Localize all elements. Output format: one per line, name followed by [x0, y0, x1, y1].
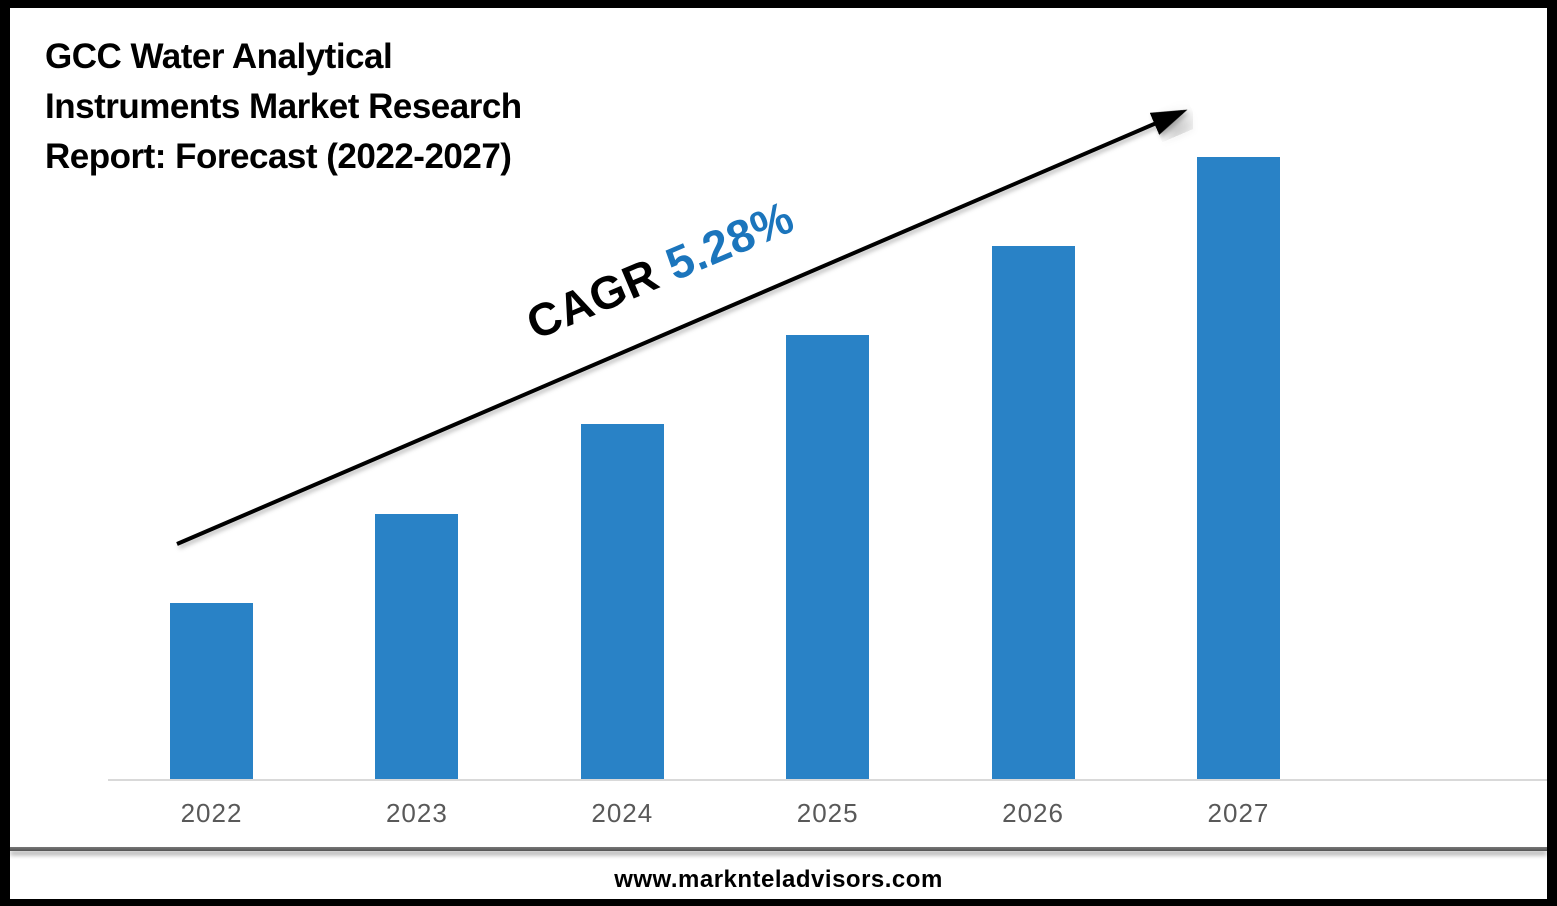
bar-2022: [170, 603, 253, 781]
bar-2023: [375, 514, 459, 781]
x-tick-2026: 2026: [1002, 798, 1064, 828]
cagr-trend-arrow: [176, 109, 1188, 546]
bar-2026: [991, 246, 1075, 781]
x-tick-2024: 2024: [591, 798, 654, 828]
bar-2027: [1196, 157, 1280, 781]
title-line-2: Instruments Market Research: [45, 87, 522, 126]
x-axis-line: [108, 779, 1547, 781]
x-axis-tick-labels: 2022 2023 2024 2025 2026 2027: [170, 798, 1280, 829]
footer-website-url: www.marknteladvisors.com: [614, 866, 943, 893]
page-title: GCC Water Analytical Instruments Market …: [45, 32, 522, 182]
footer-divider: [10, 847, 1547, 851]
x-tick-2023: 2023: [385, 798, 448, 828]
title-line-1: GCC Water Analytical: [45, 37, 393, 76]
bar-series: [170, 8, 1280, 781]
bar-2024: [580, 424, 664, 781]
x-tick-2027: 2027: [1207, 798, 1270, 828]
x-tick-2022: 2022: [180, 798, 243, 828]
x-tick-2025: 2025: [796, 798, 859, 828]
bar-2025: [786, 335, 870, 781]
title-line-3: Report: Forecast (2022-2027): [45, 137, 512, 176]
